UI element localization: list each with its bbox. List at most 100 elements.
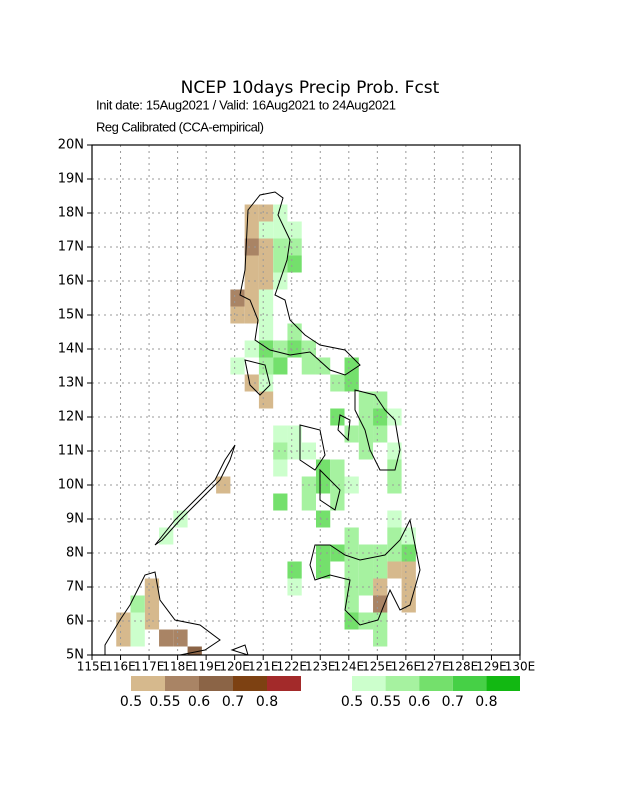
legend-swatch xyxy=(486,676,520,691)
lon-tick-label: 116E xyxy=(105,660,136,674)
legend-label: 0.7 xyxy=(222,694,244,710)
legend-label: 0.55 xyxy=(370,694,401,710)
lat-tick-label: 6N xyxy=(66,614,84,629)
prob-cell xyxy=(258,323,274,341)
legend-swatch xyxy=(267,676,301,691)
prob-cell xyxy=(244,221,259,239)
prob-cell xyxy=(387,408,402,426)
lon-tick-label: 119E xyxy=(191,660,222,674)
prob-cell xyxy=(287,255,302,273)
legend-label: 0.8 xyxy=(475,694,497,710)
prob-cell xyxy=(130,612,145,630)
prob-cell xyxy=(315,476,331,494)
prob-cell xyxy=(230,357,245,375)
lat-tick-label: 9N xyxy=(66,512,84,527)
lon-tick-label: 129E xyxy=(476,660,507,674)
prob-cell xyxy=(387,561,402,579)
prob-cell xyxy=(373,629,388,647)
lat-tick-label: 17N xyxy=(58,240,84,255)
prob-cell xyxy=(273,204,288,222)
prob-cell xyxy=(401,561,416,579)
prob-cell xyxy=(230,289,245,307)
map-title: NCEP 10days Precip Prob. Fcst xyxy=(181,78,440,98)
prob-cell xyxy=(287,561,302,579)
cell-layer xyxy=(116,204,416,655)
prob-cell xyxy=(401,544,416,562)
prob-cell xyxy=(244,255,259,273)
prob-cell xyxy=(287,578,302,596)
legend-label: 0.5 xyxy=(341,694,363,710)
prob-cell xyxy=(244,204,259,222)
legend-swatch xyxy=(419,676,453,691)
prob-cell xyxy=(373,425,388,443)
prob-cell xyxy=(301,357,316,375)
prob-cell xyxy=(315,561,331,579)
prob-cell xyxy=(130,629,145,647)
lat-tick-label: 14N xyxy=(58,342,84,357)
prob-cell xyxy=(273,493,288,511)
prob-cell xyxy=(358,561,374,579)
prob-cell xyxy=(344,425,359,443)
lon-tick-label: 128E xyxy=(448,660,479,674)
prob-cell xyxy=(344,527,359,545)
prob-cell xyxy=(273,221,288,239)
prob-cell xyxy=(273,425,288,443)
prob-cell xyxy=(244,374,259,392)
prob-cell xyxy=(244,340,259,358)
prob-cell xyxy=(144,612,160,630)
prob-cell xyxy=(387,510,402,528)
prob-cell xyxy=(387,442,402,460)
prob-cell xyxy=(287,425,302,443)
prob-cell xyxy=(358,612,374,630)
prob-cell xyxy=(144,595,160,613)
prob-cell xyxy=(373,391,388,409)
lon-tick-label: 120E xyxy=(219,660,250,674)
lat-tick-label: 13N xyxy=(58,376,84,391)
lon-tick-label: 115E xyxy=(77,660,108,674)
legend-swatch xyxy=(131,676,165,691)
prob-cell xyxy=(330,459,345,477)
prob-cell xyxy=(173,629,188,647)
lat-tick-label: 7N xyxy=(66,580,84,595)
prob-cell xyxy=(344,561,359,579)
legend: 0.5 0.55 0.6 0.7 0.8 0.5 0.55 0.6 0.7 0.8 xyxy=(120,676,520,710)
prob-cell xyxy=(258,255,274,273)
prob-cell xyxy=(387,527,402,545)
prob-cell xyxy=(273,238,288,256)
prob-cell xyxy=(344,357,359,375)
lon-tick-label: 124E xyxy=(334,660,365,674)
prob-cell xyxy=(287,340,302,358)
prob-cell xyxy=(315,357,331,375)
prob-cell xyxy=(330,476,345,494)
prob-cell xyxy=(244,272,259,290)
legend-swatch xyxy=(385,676,420,691)
lat-tick-label: 19N xyxy=(58,172,84,187)
lon-tick-label: 117E xyxy=(134,660,165,674)
calibration: Reg Calibrated (CCA-empirical) xyxy=(96,119,264,134)
prob-cell xyxy=(144,578,160,596)
coastline xyxy=(104,191,421,655)
prob-cell xyxy=(258,391,274,409)
lat-tick-label: 12N xyxy=(58,410,84,425)
lon-tick-label: 127E xyxy=(419,660,450,674)
legend-label: 0.7 xyxy=(442,694,464,710)
prob-cell xyxy=(401,578,416,596)
legend-label: 0.6 xyxy=(408,694,430,710)
legend-swatch xyxy=(199,676,233,691)
legend-swatch xyxy=(233,676,267,691)
prob-cell xyxy=(273,442,288,460)
lat-tick-label: 11N xyxy=(58,444,84,459)
prob-cell xyxy=(373,595,388,613)
lon-tick-label: 122E xyxy=(276,660,307,674)
prob-cell xyxy=(273,357,288,375)
prob-cell xyxy=(187,646,202,655)
prob-cell xyxy=(330,374,345,392)
lat-tick-label: 10N xyxy=(58,478,84,493)
prob-cell xyxy=(373,561,388,579)
lon-tick-label: 130E xyxy=(505,660,536,674)
prob-cell xyxy=(315,510,331,528)
lon-tick-label: 118E xyxy=(162,660,193,674)
prob-cell xyxy=(315,544,331,562)
prob-cell xyxy=(330,544,345,562)
